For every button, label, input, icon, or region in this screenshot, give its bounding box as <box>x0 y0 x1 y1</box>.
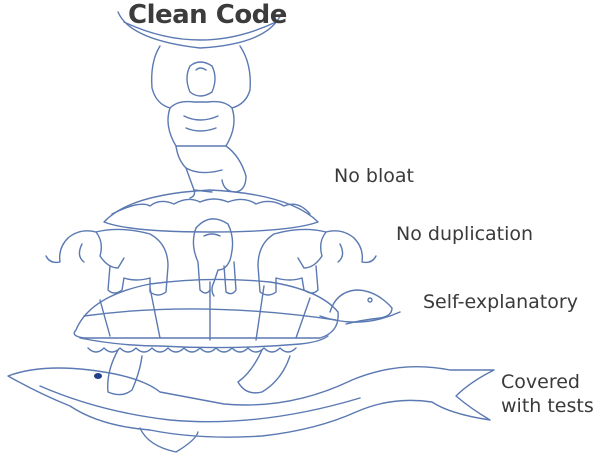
tests-label-line-1: Covered <box>501 371 580 393</box>
layer-label-no-duplication: No duplication <box>396 223 534 245</box>
turtle-figure <box>73 278 393 396</box>
tests-label-line-2: with tests <box>501 395 594 417</box>
globe-icon <box>117 11 283 49</box>
layer-label-covered-with-tests: Covered with tests <box>501 370 601 418</box>
disc-figure <box>103 189 319 233</box>
layer-label-self-explanatory: Self-explanatory <box>423 291 578 313</box>
whale-figure <box>7 311 495 453</box>
page-title: Clean Code <box>128 0 287 30</box>
layer-label-no-bloat: No bloat <box>334 165 414 187</box>
atlas-figure <box>150 45 251 199</box>
elephants-figure <box>45 218 377 297</box>
